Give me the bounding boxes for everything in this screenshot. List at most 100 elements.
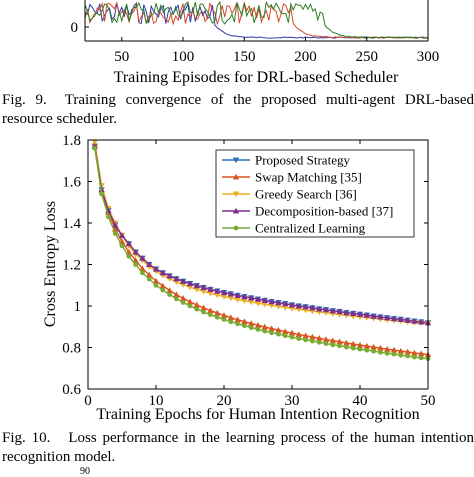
data-point [133, 262, 139, 267]
data-point [343, 339, 350, 346]
top-x-tick-label: 300 [417, 49, 440, 65]
data-point [404, 348, 411, 355]
y-tick-label: 1.4 [62, 216, 81, 232]
data-point [227, 295, 234, 302]
legend-label: Decomposition-based [37] [255, 204, 393, 219]
data-point [302, 303, 309, 310]
data-point [275, 303, 282, 310]
data-point [337, 343, 342, 349]
y-ticks: 0.6 0.8 1 1.2 1.4 1.6 1.8 [62, 133, 428, 398]
data-point [173, 275, 180, 282]
data-point [350, 345, 356, 351]
top-y-tick-label: 0 [71, 20, 79, 36]
data-point [241, 298, 248, 305]
data-point [322, 306, 330, 313]
legend-marker [232, 191, 240, 198]
data-point [207, 307, 214, 314]
y-tick-label: 0.6 [62, 382, 81, 398]
data-point [248, 294, 255, 301]
data-point [370, 343, 377, 350]
legend-marker [233, 225, 239, 231]
top-x-tick-label: 150 [233, 49, 256, 65]
data-point [118, 232, 126, 239]
data-point [309, 304, 316, 311]
data-point [234, 297, 241, 303]
legend-marker [232, 157, 240, 164]
y-tick-label: 1 [74, 299, 82, 315]
next-figure-fragment: 90 [80, 466, 90, 477]
data-point [316, 305, 323, 312]
data-point [200, 288, 207, 295]
data-point [322, 336, 330, 342]
legend-label: Greedy Search [36] [255, 187, 357, 202]
data-point [119, 243, 125, 249]
fig9-text: Training convergence of the proposed mul… [2, 92, 474, 127]
data-point [112, 221, 119, 228]
data-point [166, 272, 173, 279]
data-point [309, 333, 316, 340]
data-point [180, 295, 187, 301]
data-point [146, 271, 153, 278]
data-point [418, 355, 424, 361]
fig9-caption: Fig. 9. Training convergence of the propo… [2, 91, 474, 129]
data-point [200, 304, 207, 311]
legend-marker [232, 173, 240, 180]
data-point [336, 308, 343, 315]
data-point [207, 286, 214, 292]
data-point [248, 299, 255, 306]
data-point [193, 286, 200, 293]
data-point [418, 350, 425, 357]
data-point [207, 290, 214, 297]
data-point [268, 298, 275, 305]
data-point [397, 316, 404, 323]
data-point [220, 289, 228, 296]
data-point [234, 316, 241, 323]
legend-entry: Swap Matching [35] [222, 170, 362, 185]
data-point [357, 346, 363, 352]
data-point [248, 325, 254, 330]
legend-label: Swap Matching [35] [255, 170, 362, 185]
data-point [336, 338, 343, 345]
data-point [221, 317, 227, 322]
data-point [377, 313, 384, 320]
data-point [371, 348, 376, 354]
fig10-caption: Fig. 10. Loss performance in the learning… [2, 429, 474, 467]
data-point [261, 297, 268, 303]
top-chart-lines [84, 0, 429, 39]
data-point [92, 145, 98, 151]
data-point [254, 322, 262, 328]
data-point [255, 327, 261, 332]
legend: Proposed Strategy Swap Matching [35] Greed… [215, 149, 415, 238]
data-point [235, 321, 241, 327]
top-x-tick-label: 250 [356, 49, 379, 65]
series-4 [91, 143, 432, 326]
data-point [404, 317, 411, 323]
data-point [173, 291, 180, 298]
series-5 [92, 145, 431, 362]
data-point [180, 278, 187, 284]
top-series-line [84, 0, 429, 39]
data-point [364, 347, 370, 353]
top-x-tick-label: 100 [172, 49, 195, 65]
data-point [146, 261, 153, 268]
data-point [303, 337, 308, 343]
data-point [412, 354, 417, 360]
data-point [228, 319, 234, 325]
legend-label: Proposed Strategy [255, 153, 350, 168]
legend-entry: Decomposition-based [37] [222, 204, 393, 219]
data-point [153, 282, 159, 288]
data-point [254, 295, 262, 302]
data-point [363, 342, 370, 349]
legend-marker [232, 207, 240, 214]
data-point [159, 282, 166, 289]
data-point [302, 332, 309, 339]
data-point [344, 344, 349, 350]
x-tick-label: 0 [84, 393, 92, 409]
data-point [411, 349, 418, 356]
data-point [363, 311, 370, 318]
data-point [180, 300, 186, 305]
data-point [295, 331, 302, 337]
data-point [261, 301, 268, 308]
data-point [208, 312, 213, 318]
